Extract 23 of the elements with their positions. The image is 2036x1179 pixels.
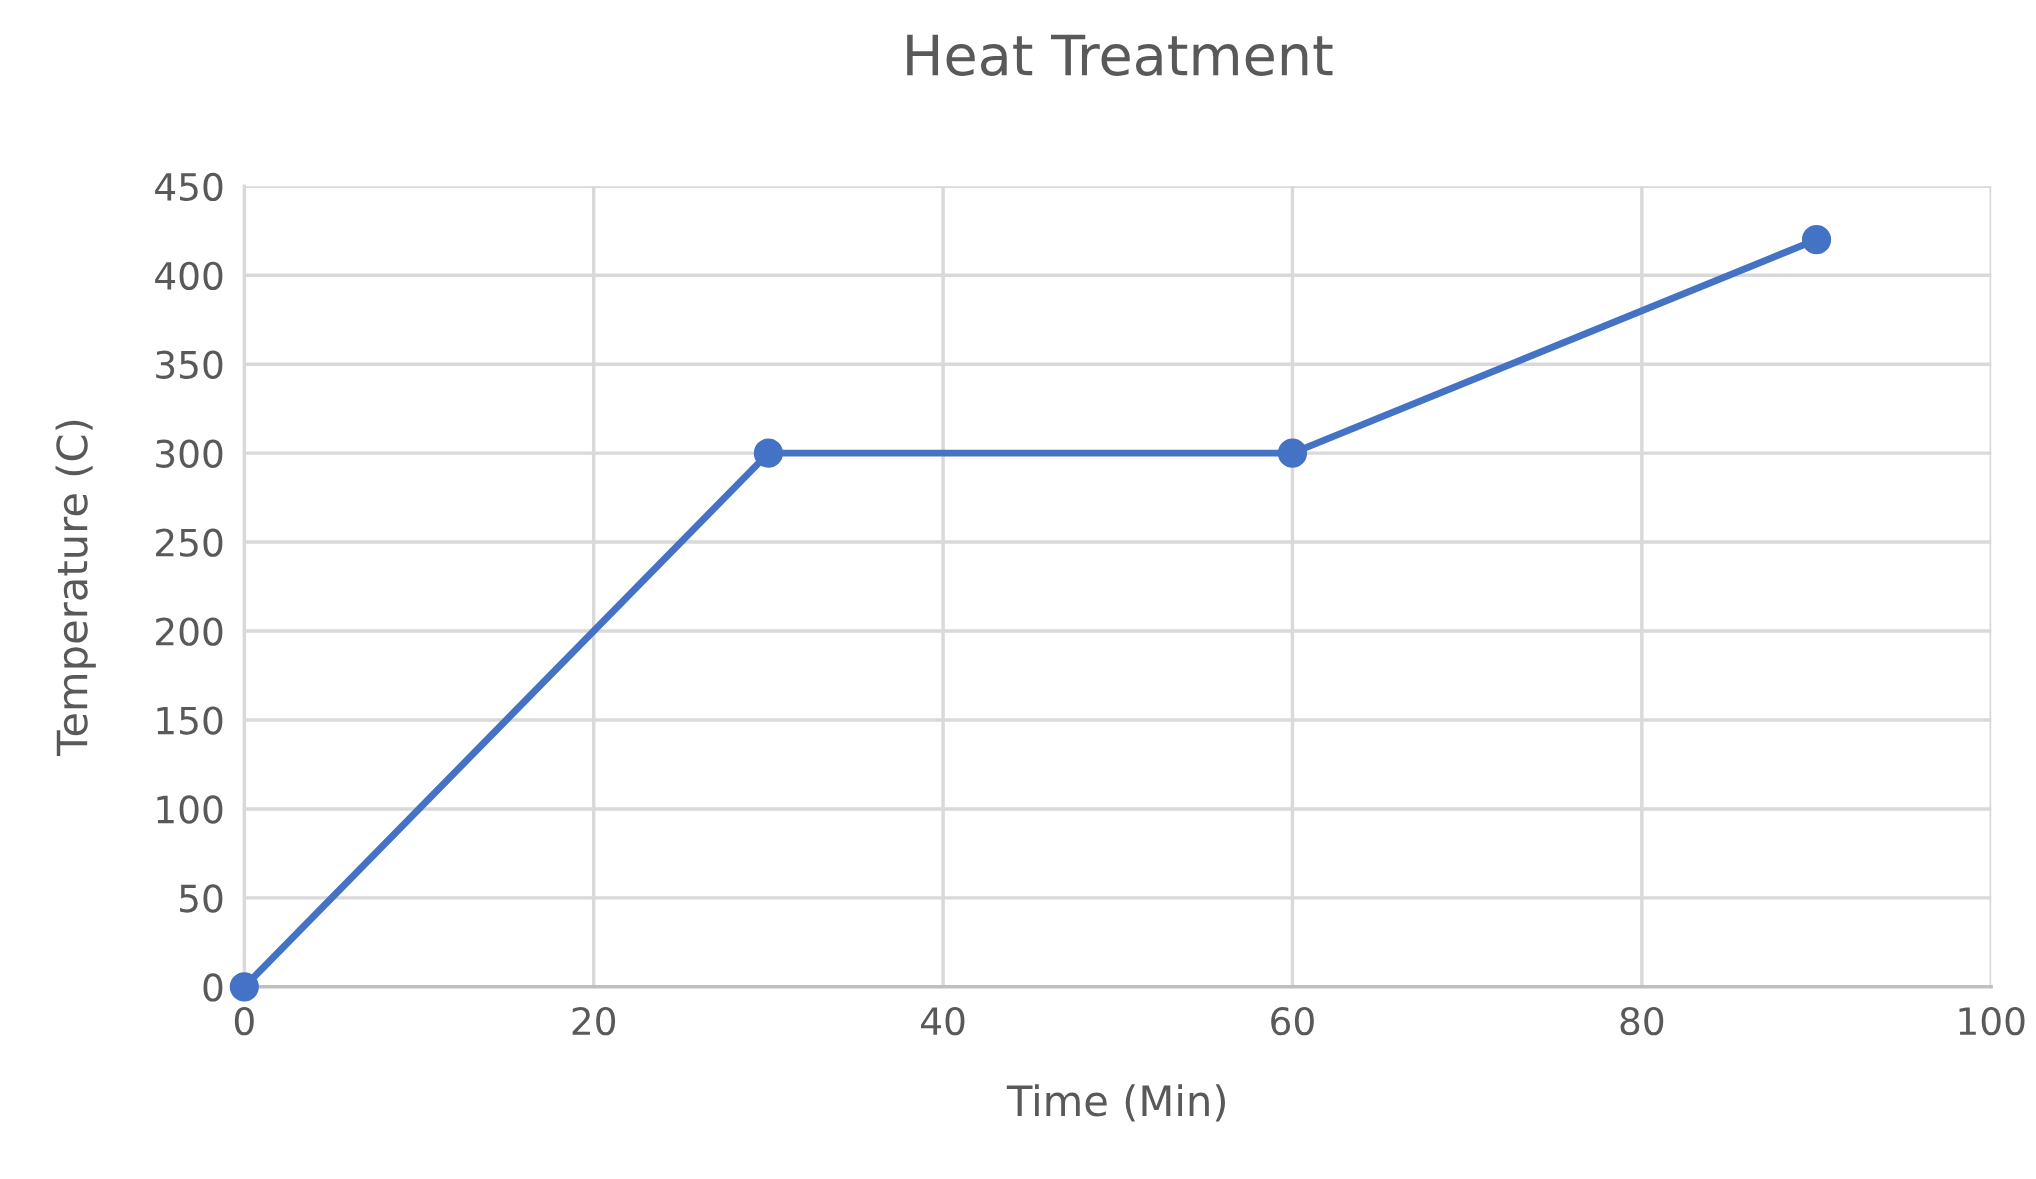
point [1277,438,1308,468]
x-tick-label: 0 [234,1006,254,1036]
y-tick-label: 100 [157,795,223,824]
y-tick-label: 400 [155,261,223,291]
chart-title: Heat Treatment [907,34,1333,76]
y-axis-title: Temperature (C) [55,420,96,757]
x-tick-label: 40 [921,1006,965,1036]
x-tick-label: 20 [572,1006,616,1036]
x-axis-title: Time (Min) [1006,1084,1226,1122]
y-tick-label: 200 [156,617,223,646]
x-tick-label: 80 [1620,1006,1664,1036]
y-tick-label: 150 [157,706,223,735]
point [229,972,259,1002]
point [1801,225,1832,255]
y-tick-label: 350 [156,350,223,379]
x-tick-label: 60 [1271,1006,1314,1036]
y-tick-label: 250 [156,528,223,557]
y-tick-label: 50 [180,884,223,913]
point [753,438,783,468]
y-tick-label: 450 [155,172,223,202]
y-tick-label: 0 [203,973,223,1002]
x-tick-label: 100 [1959,1006,2025,1036]
y-tick-label: 300 [156,439,223,468]
